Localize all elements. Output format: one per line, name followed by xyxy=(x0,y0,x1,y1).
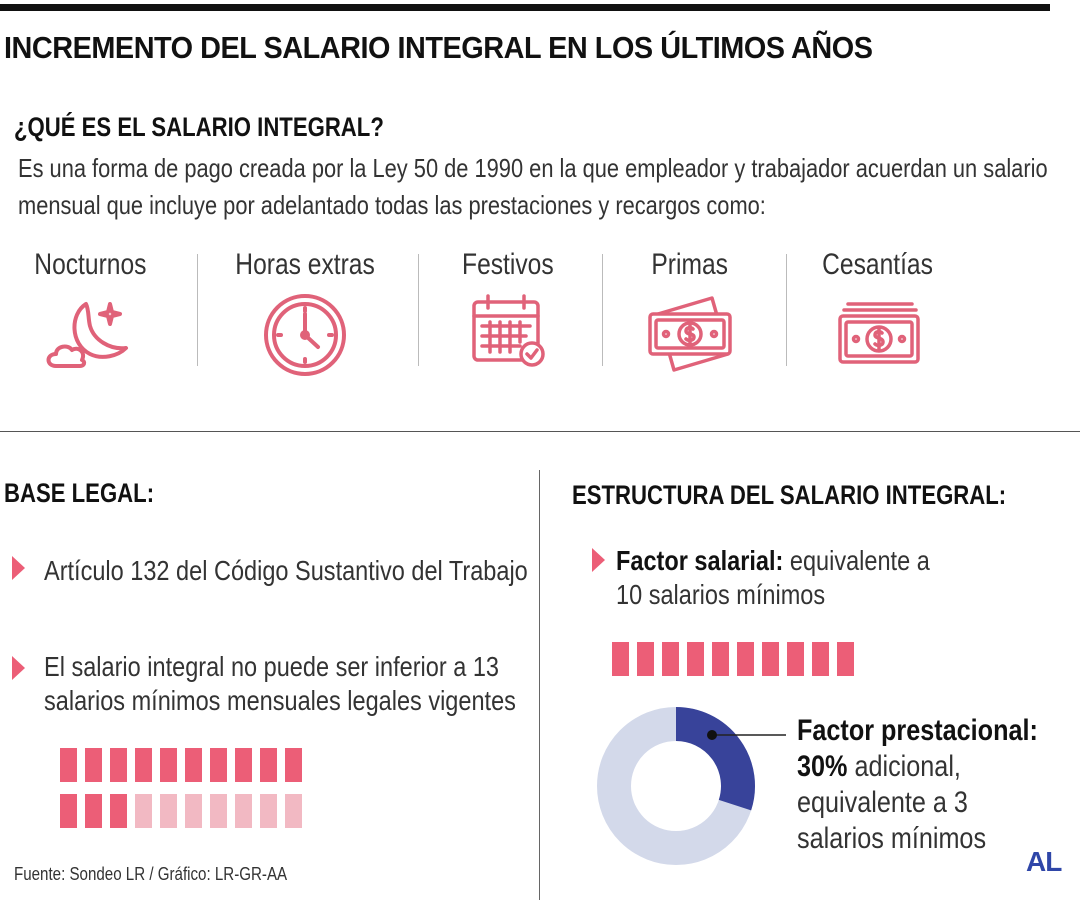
salary-block xyxy=(712,642,729,676)
legal-bullet-1: Artículo 132 del Código Sustantivo del T… xyxy=(44,555,528,586)
salary-factor-label: Factor salarial: xyxy=(616,545,784,576)
benefits-row: Nocturnos Horas extras Festivos xyxy=(0,248,1080,378)
salary-block xyxy=(60,794,77,828)
legal-bullet-2-line-2: salarios mínimos mensuales legales vigen… xyxy=(44,685,516,716)
legal-heading: BASE LEGAL: xyxy=(4,478,155,508)
benefit-divider xyxy=(602,254,603,366)
what-is-heading: ¿QUÉ ES EL SALARIO INTEGRAL? xyxy=(14,112,384,142)
benefit-divider xyxy=(786,254,787,366)
page-title: INCREMENTO DEL SALARIO INTEGRAL EN LOS Ú… xyxy=(4,30,873,65)
description-line-1: Es una forma de pago creada por la Ley 5… xyxy=(18,153,1048,183)
legal-salary-blocks xyxy=(60,794,302,828)
money-bills-icon xyxy=(648,296,732,372)
salary-block xyxy=(837,642,854,676)
moon-stars-cloud-icon xyxy=(46,302,128,368)
salary-factor-text-2: 10 salarios mínimos xyxy=(616,579,826,610)
money-stack-icon xyxy=(838,302,920,364)
salary-block xyxy=(60,748,77,782)
description-line-2: mensual que incluye por adelantado todas… xyxy=(18,190,766,220)
benefit-horas-extras: Horas extras xyxy=(205,248,405,378)
section-divider xyxy=(0,431,1080,432)
leader-dot xyxy=(707,730,717,740)
salary-factor: Factor salarial: equivalente a 10 salari… xyxy=(616,544,930,612)
prest-factor-label: Factor prestacional: xyxy=(797,714,1038,747)
benefit-festivos: Festivos xyxy=(408,248,608,372)
top-rule xyxy=(0,4,1050,11)
benefit-label: Cesantías xyxy=(822,248,934,281)
clock-icon xyxy=(264,294,346,376)
salary-block xyxy=(235,794,252,828)
prest-factor-text-2: equivalente a 3 xyxy=(797,786,968,819)
what-is-description: Es una forma de pago creada por la Ley 5… xyxy=(18,150,1060,224)
salary-block xyxy=(235,748,252,782)
prest-factor-pct: 30% xyxy=(797,750,848,783)
salary-block xyxy=(85,748,102,782)
benefit-label: Nocturnos xyxy=(33,248,147,281)
benefit-label: Festivos xyxy=(462,248,554,281)
salary-block xyxy=(185,748,202,782)
benefit-divider xyxy=(418,254,419,366)
bullet-arrow-icon xyxy=(12,556,25,580)
salary-block xyxy=(160,794,177,828)
salary-block xyxy=(285,748,302,782)
salary-block xyxy=(737,642,754,676)
salary-block xyxy=(812,642,829,676)
salary-block xyxy=(110,748,127,782)
salary-block xyxy=(612,642,629,676)
salary-block xyxy=(185,794,202,828)
salary-block xyxy=(637,642,654,676)
prestational-donut xyxy=(597,707,786,865)
salary-block xyxy=(687,642,704,676)
salary-factor-text: equivalente a xyxy=(783,545,930,576)
prestational-factor: Factor prestacional: 30% adicional, equi… xyxy=(797,713,1038,857)
benefit-nocturnos: Nocturnos xyxy=(0,248,190,374)
legal-bullet-2: El salario integral no puede ser inferio… xyxy=(44,650,516,718)
salary-block xyxy=(160,748,177,782)
bullet-arrow-icon xyxy=(12,656,25,680)
salary-block xyxy=(285,794,302,828)
calendar-check-icon xyxy=(472,294,545,367)
salary-block xyxy=(260,748,277,782)
legal-bullet-2-line-1: El salario integral no puede ser inferio… xyxy=(44,651,499,682)
benefit-divider xyxy=(197,254,198,366)
salary-block xyxy=(210,748,227,782)
column-divider xyxy=(539,470,540,900)
benefit-label: Primas xyxy=(651,248,729,281)
salary-block xyxy=(85,794,102,828)
salary-block xyxy=(260,794,277,828)
donut-segment xyxy=(675,707,755,811)
salary-block xyxy=(762,642,779,676)
salary-block xyxy=(210,794,227,828)
prest-factor-text-3: salarios mínimos xyxy=(797,822,987,855)
benefit-label: Horas extras xyxy=(235,248,375,281)
salary-block xyxy=(135,794,152,828)
structure-heading: ESTRUCTURA DEL SALARIO INTEGRAL: xyxy=(572,480,1007,510)
salary-block xyxy=(662,642,679,676)
source-note: Fuente: Sondeo LR / Gráfico: LR-GR-AA xyxy=(14,864,288,884)
brand-logo: AL xyxy=(1026,846,1062,877)
salary-block xyxy=(135,748,152,782)
benefit-cesantias: Cesantías xyxy=(778,248,978,370)
salary-factor-blocks xyxy=(612,642,854,676)
salary-block xyxy=(110,794,127,828)
prest-factor-text-1: adicional, xyxy=(847,750,961,783)
benefit-primas: Primas xyxy=(590,248,790,374)
bullet-arrow-icon xyxy=(592,548,605,572)
salary-block xyxy=(787,642,804,676)
legal-salary-blocks xyxy=(60,748,302,782)
